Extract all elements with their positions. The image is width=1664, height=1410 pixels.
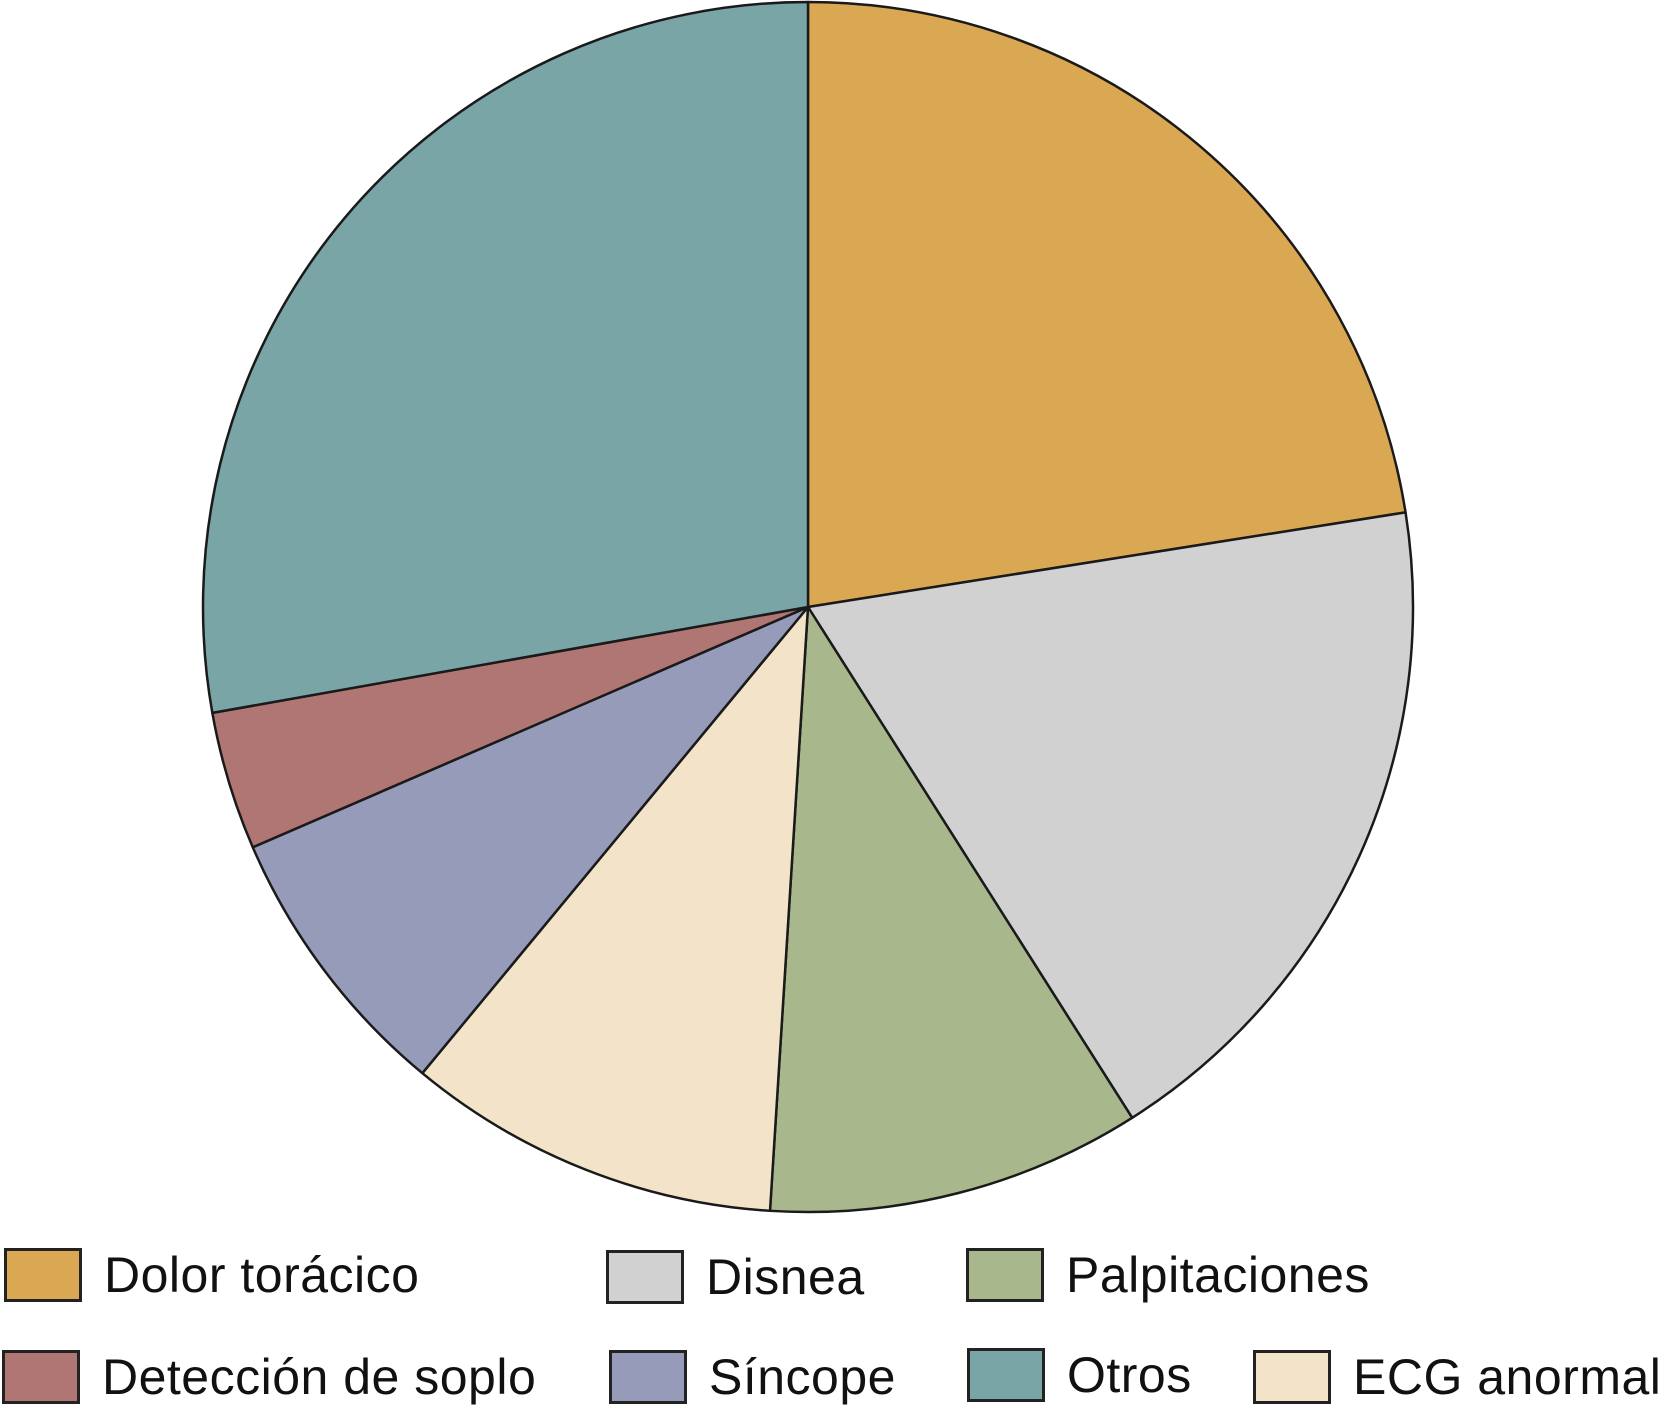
pie-slice-disnea	[806, 511, 1415, 1120]
legend-swatch-palpitaciones	[966, 1248, 1044, 1302]
pie-slice-ecg-anormal	[421, 605, 810, 1213]
pie-slice-otros	[201, 0, 810, 715]
legend-swatch-ecg-anormal	[1253, 1350, 1331, 1404]
legend-swatch-otros	[967, 1348, 1045, 1402]
legend-item-palpitaciones: Palpitaciones	[966, 1245, 1370, 1305]
legend-label-otros: Otros	[1067, 1347, 1192, 1403]
pie-slices	[201, 0, 1415, 1214]
legend-item-otros: Otros	[967, 1345, 1192, 1405]
legend-item-dolor-toracico: Dolor torácico	[4, 1245, 419, 1305]
legend-swatch-dolor-toracico	[4, 1248, 82, 1302]
legend-item-deteccion-de-soplo: Detección de soplo	[2, 1347, 536, 1407]
legend-label-palpitaciones: Palpitaciones	[1066, 1247, 1370, 1303]
pie-slice-palpitaciones	[768, 605, 1134, 1214]
legend-label-deteccion-de-soplo: Detección de soplo	[102, 1349, 537, 1405]
legend-item-sincope: Síncope	[609, 1347, 896, 1407]
legend-item-disnea: Disnea	[606, 1247, 865, 1307]
legend-swatch-sincope	[609, 1350, 687, 1404]
legend-swatch-deteccion-de-soplo	[2, 1350, 80, 1404]
pie-slice-sincope	[251, 605, 810, 1075]
legend-swatch-disnea	[606, 1250, 684, 1304]
legend-label-disnea: Disnea	[706, 1249, 865, 1305]
legend-label-dolor-toracico: Dolor torácico	[104, 1247, 420, 1303]
legend-label-ecg-anormal: ECG anormal	[1353, 1349, 1662, 1405]
pie-slice-dolor-toracico	[806, 0, 1407, 609]
legend-item-ecg-anormal: ECG anormal	[1253, 1347, 1661, 1407]
legend-label-sincope: Síncope	[709, 1349, 896, 1405]
